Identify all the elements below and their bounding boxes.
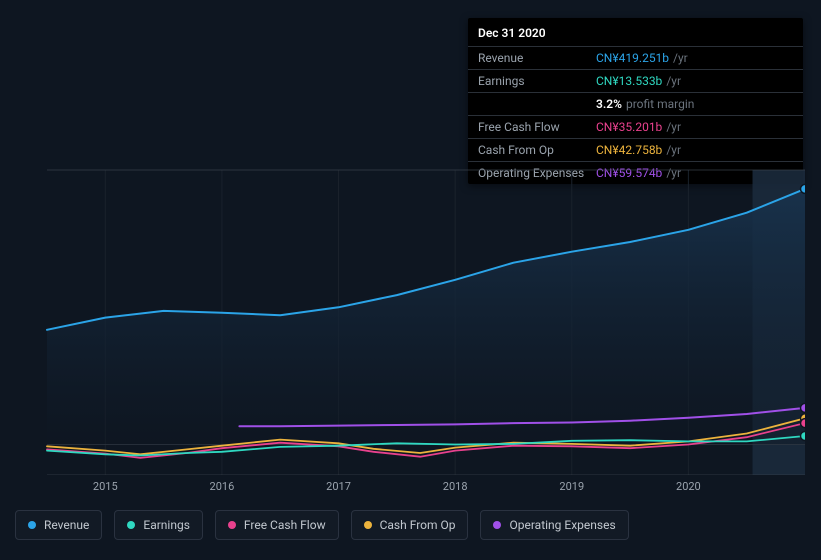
legend-item-label: Earnings bbox=[143, 518, 190, 532]
tooltip-date: Dec 31 2020 bbox=[468, 18, 803, 47]
tooltip-row: EarningsCN¥13.533b/yr bbox=[468, 70, 803, 93]
xtick-label: 2020 bbox=[676, 480, 701, 493]
tooltip-row-value: 3.2% bbox=[596, 97, 622, 111]
legend-item-earnings[interactable]: Earnings bbox=[114, 510, 203, 540]
tooltip-row-suffix: profit margin bbox=[626, 97, 694, 111]
legend-dot-icon bbox=[228, 521, 236, 529]
legend-dot-icon bbox=[493, 521, 501, 529]
tooltip-row: RevenueCN¥419.251b/yr bbox=[468, 47, 803, 70]
tooltip-row-value: CN¥419.251b bbox=[596, 51, 669, 65]
tooltip-row: 3.2% profit margin bbox=[468, 93, 803, 116]
xtick-label: 2018 bbox=[443, 480, 468, 493]
chart-xaxis: 2015 2016 2017 2018 2019 2020 bbox=[15, 480, 805, 495]
legend-item-free-cash-flow[interactable]: Free Cash Flow bbox=[215, 510, 339, 540]
financials-chart[interactable]: CN¥450bCN¥0-CN¥50b bbox=[15, 155, 805, 475]
tooltip-row-value: CN¥13.533b bbox=[596, 74, 662, 88]
tooltip-row-label: Free Cash Flow bbox=[478, 120, 596, 134]
legend-item-label: Cash From Op bbox=[380, 518, 456, 532]
tooltip-row-value: CN¥35.201b bbox=[596, 120, 662, 134]
xtick-label: 2015 bbox=[93, 480, 118, 493]
tooltip-row-suffix: /yr bbox=[673, 51, 688, 65]
legend-item-operating-expenses[interactable]: Operating Expenses bbox=[480, 510, 628, 540]
legend-item-cash-from-op[interactable]: Cash From Op bbox=[351, 510, 469, 540]
legend-item-label: Free Cash Flow bbox=[244, 518, 326, 532]
xtick-label: 2019 bbox=[559, 480, 584, 493]
legend-item-label: Operating Expenses bbox=[509, 518, 615, 532]
tooltip-row-label bbox=[478, 97, 596, 111]
tooltip-row-suffix: /yr bbox=[666, 120, 681, 134]
legend-dot-icon bbox=[127, 521, 135, 529]
legend-dot-icon bbox=[364, 521, 372, 529]
xtick-label: 2017 bbox=[326, 480, 351, 493]
tooltip-row-suffix: /yr bbox=[666, 74, 681, 88]
tooltip-row-label: Revenue bbox=[478, 51, 596, 65]
legend-item-label: Revenue bbox=[44, 518, 89, 532]
xtick-label: 2016 bbox=[210, 480, 235, 493]
tooltip-row: Free Cash FlowCN¥35.201b/yr bbox=[468, 116, 803, 139]
ytick-label: CN¥0 bbox=[813, 438, 821, 451]
legend-dot-icon bbox=[28, 521, 36, 529]
tooltip-row-label: Earnings bbox=[478, 74, 596, 88]
legend-item-revenue[interactable]: Revenue bbox=[15, 510, 102, 540]
ytick-label: -CN¥50b bbox=[813, 462, 821, 488]
ytick-label: CN¥450b bbox=[813, 164, 821, 177]
chart-legend: Revenue Earnings Free Cash Flow Cash From O… bbox=[15, 510, 629, 540]
